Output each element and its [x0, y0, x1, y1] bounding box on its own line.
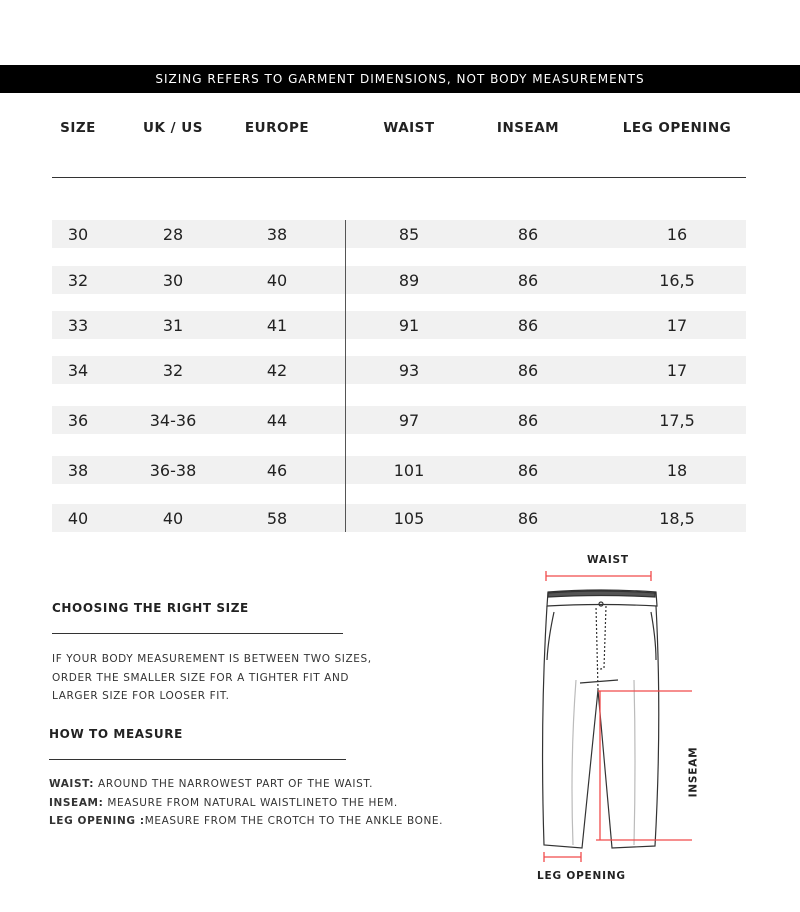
cell-uk-us: 34-36 [149, 411, 197, 430]
measure-label: INSEAM: [49, 796, 104, 809]
banner: SIZING REFERS TO GARMENT DIMENSIONS, NOT… [0, 65, 800, 93]
cell-size: 32 [67, 271, 89, 290]
table-row: 33 31 41 91 86 17 [52, 311, 746, 339]
measure-text: MEASURE FROM THE CROTCH TO THE ANKLE BON… [144, 815, 444, 827]
column-header-leg-opening: LEG OPENING [622, 120, 732, 136]
cell-europe: 44 [266, 411, 288, 430]
cell-size: 30 [67, 225, 89, 244]
cell-inseam: 86 [517, 271, 539, 290]
cell-size: 36 [67, 411, 89, 430]
cell-europe: 58 [266, 509, 288, 528]
leg-opening-label: LEG OPENING [537, 870, 626, 882]
cell-waist: 97 [398, 411, 420, 430]
choosing-line: LARGER SIZE FOR LOOSER FIT. [52, 690, 230, 702]
cell-uk-us: 30 [162, 271, 184, 290]
cell-waist: 101 [393, 461, 425, 480]
waist-label: WAIST [587, 554, 629, 566]
cell-leg-opening: 18,5 [659, 509, 695, 528]
header-divider [52, 177, 746, 178]
table-row: 38 36-38 46 101 86 18 [52, 456, 746, 484]
measure-label: WAIST: [49, 778, 95, 790]
cell-size: 33 [67, 316, 89, 335]
cell-uk-us: 32 [162, 361, 184, 380]
choosing-line: IF YOUR BODY MEASUREMENT IS BETWEEN TWO … [52, 653, 372, 665]
cell-leg-opening: 18 [666, 461, 688, 480]
cell-leg-opening: 17 [666, 316, 688, 335]
cell-leg-opening: 17,5 [659, 411, 695, 430]
cell-uk-us: 28 [162, 225, 184, 244]
cell-inseam: 86 [517, 509, 539, 528]
cell-europe: 42 [266, 361, 288, 380]
cell-leg-opening: 16 [666, 225, 688, 244]
measure-text: AROUND THE NARROWEST PART OF THE WAIST. [94, 778, 374, 790]
choosing-line: ORDER THE SMALLER SIZE FOR A TIGHTER FIT… [52, 671, 350, 684]
measure-item: INSEAM: MEASURE FROM NATURAL WAISTLINETO… [49, 794, 443, 813]
cell-uk-us: 40 [162, 509, 184, 528]
column-header-europe: EUROPE [244, 120, 310, 136]
cell-inseam: 86 [517, 225, 539, 244]
cell-size: 34 [67, 361, 89, 380]
cell-europe: 38 [266, 225, 288, 244]
choosing-divider [52, 633, 343, 634]
cell-inseam: 86 [517, 361, 539, 380]
column-header-waist: WAIST [383, 120, 435, 136]
cell-waist: 91 [398, 316, 420, 335]
table-row: 36 34-36 44 97 86 17,5 [52, 406, 746, 434]
cell-europe: 41 [266, 316, 288, 335]
cell-leg-opening: 16,5 [659, 271, 695, 290]
cell-waist: 93 [398, 361, 420, 380]
measure-text: MEASURE FROM NATURAL WAISTLINETO THE HEM… [103, 796, 398, 809]
choosing-title: CHOOSING THE RIGHT SIZE [52, 601, 249, 615]
column-header-inseam: INSEAM [496, 120, 560, 136]
cell-leg-opening: 17 [666, 361, 688, 380]
column-header-size: SIZE [60, 120, 96, 136]
cell-inseam: 86 [517, 316, 539, 335]
table-row: 32 30 40 89 86 16,5 [52, 266, 746, 294]
measure-label: LEG OPENING : [49, 815, 145, 827]
cell-inseam: 86 [517, 411, 539, 430]
table-row: 30 28 38 85 86 16 [52, 220, 746, 248]
column-header-uk-us: UK / US [143, 120, 203, 136]
cell-europe: 46 [266, 461, 288, 480]
cell-uk-us: 31 [162, 316, 184, 335]
column-divider [345, 220, 346, 532]
cell-waist: 89 [398, 271, 420, 290]
cell-size: 40 [67, 509, 89, 528]
table-row: 34 32 42 93 86 17 [52, 356, 746, 384]
measure-list: WAIST: AROUND THE NARROWEST PART OF THE … [49, 775, 443, 831]
measure-divider [49, 759, 346, 760]
cell-waist: 105 [393, 509, 425, 528]
measure-item: WAIST: AROUND THE NARROWEST PART OF THE … [49, 775, 443, 794]
cell-uk-us: 36-38 [149, 461, 197, 480]
choosing-text: IF YOUR BODY MEASUREMENT IS BETWEEN TWO … [52, 650, 372, 706]
table-row: 40 40 58 105 86 18,5 [52, 504, 746, 532]
cell-waist: 85 [398, 225, 420, 244]
cell-europe: 40 [266, 271, 288, 290]
measure-item: LEG OPENING :MEASURE FROM THE CROTCH TO … [49, 812, 443, 831]
cell-inseam: 86 [517, 461, 539, 480]
cell-size: 38 [67, 461, 89, 480]
measure-title: HOW TO MEASURE [49, 727, 183, 741]
